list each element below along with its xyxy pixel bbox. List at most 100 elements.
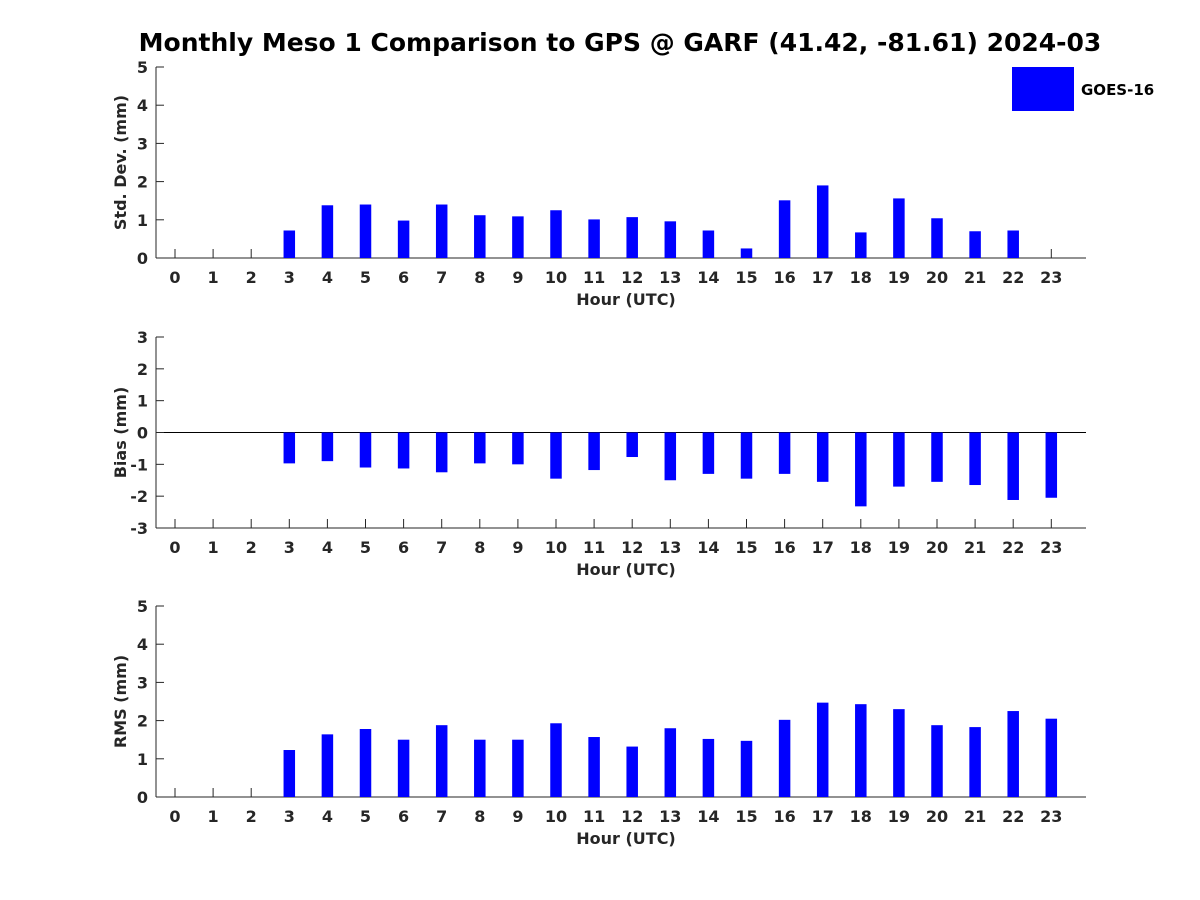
bar-hour-10	[550, 210, 562, 258]
x-tick-label: 5	[360, 807, 371, 826]
bar-hour-17	[816, 702, 829, 797]
x-tick-label: 7	[436, 538, 447, 557]
bar-hour-22	[1007, 711, 1019, 797]
bar-hour-17	[816, 432, 829, 482]
x-tick-label: 1	[208, 807, 219, 826]
x-tick-label: 16	[773, 807, 795, 826]
bar-hour-14	[702, 738, 715, 797]
y-axis-label: RMS (mm)	[111, 655, 130, 748]
y-axis-label: Std. Dev. (mm)	[111, 95, 130, 230]
x-tick-label: 17	[812, 268, 834, 287]
x-tick-label: 19	[888, 807, 910, 826]
bar-hour-12	[626, 746, 638, 797]
x-tick-label: 13	[659, 268, 681, 287]
x-tick-label: 9	[512, 538, 523, 557]
bar-hour-11	[588, 737, 600, 797]
legend-swatch	[1012, 67, 1074, 111]
x-tick-label: 5	[360, 268, 371, 287]
x-tick-label: 18	[850, 268, 872, 287]
bar-hour-14	[702, 230, 715, 258]
x-axis-label: Hour (UTC)	[576, 829, 676, 848]
x-tick-label: 20	[926, 538, 948, 557]
bar-hour-7	[435, 725, 448, 797]
y-tick-label: 5	[137, 597, 148, 616]
x-tick-label: 9	[512, 268, 523, 287]
bar-hour-9	[512, 216, 524, 258]
y-axis-label: Bias (mm)	[111, 387, 130, 479]
x-tick-label: 15	[735, 807, 757, 826]
x-tick-label: 15	[735, 268, 757, 287]
x-tick-label: 13	[659, 807, 681, 826]
x-tick-label: 21	[964, 807, 986, 826]
bar-hour-20	[931, 218, 943, 258]
bar-hour-5	[359, 729, 372, 797]
x-tick-label: 23	[1040, 807, 1062, 826]
x-tick-label: 11	[583, 538, 605, 557]
bar-hour-20	[931, 432, 943, 482]
x-tick-label: 16	[773, 268, 795, 287]
bar-hour-14	[702, 432, 715, 474]
y-tick-label: 2	[137, 712, 148, 731]
x-tick-label: 1	[208, 538, 219, 557]
x-tick-label: 1	[208, 268, 219, 287]
x-tick-label: 21	[964, 268, 986, 287]
y-tick-label: 3	[137, 134, 148, 153]
x-tick-label: 0	[169, 807, 180, 826]
x-tick-label: 3	[284, 807, 295, 826]
bar-hour-12	[626, 432, 638, 458]
x-tick-label: 22	[1002, 268, 1024, 287]
bar-hour-5	[359, 204, 372, 258]
bar-hour-12	[626, 217, 638, 258]
bar-hour-18	[855, 432, 867, 507]
y-tick-label: 2	[137, 173, 148, 192]
y-tick-label: 3	[137, 328, 148, 347]
x-tick-label: 2	[246, 268, 257, 287]
y-tick-label: -2	[130, 487, 148, 506]
bar-hour-3	[283, 750, 296, 797]
bar-hour-10	[550, 432, 562, 479]
bar-hour-15	[740, 248, 753, 258]
bar-hour-22	[1007, 230, 1019, 258]
x-tick-label: 12	[621, 538, 643, 557]
x-tick-label: 22	[1002, 807, 1024, 826]
x-tick-label: 3	[284, 268, 295, 287]
bar-hour-8	[474, 739, 486, 797]
bar-hour-4	[321, 734, 334, 797]
bar-hour-13	[664, 432, 677, 481]
x-tick-label: 0	[169, 538, 180, 557]
x-tick-label: 0	[169, 268, 180, 287]
y-tick-label: 5	[137, 58, 148, 77]
y-tick-label: 1	[137, 211, 148, 230]
y-tick-label: 4	[137, 635, 148, 654]
x-tick-label: 2	[246, 807, 257, 826]
bar-hour-22	[1007, 432, 1019, 500]
bar-hour-18	[855, 232, 867, 258]
x-tick-label: 4	[322, 268, 333, 287]
x-tick-label: 21	[964, 538, 986, 557]
bar-hour-23	[1045, 718, 1058, 797]
chart-title: Monthly Meso 1 Comparison to GPS @ GARF …	[138, 28, 1102, 57]
x-tick-label: 20	[926, 268, 948, 287]
x-tick-label: 4	[322, 807, 333, 826]
bar-hour-23	[1045, 432, 1058, 498]
x-tick-label: 9	[512, 807, 523, 826]
x-tick-label: 4	[322, 538, 333, 557]
y-tick-label: 1	[137, 750, 148, 769]
x-tick-label: 19	[888, 538, 910, 557]
x-axis-label: Hour (UTC)	[576, 290, 676, 309]
y-tick-label: -3	[130, 519, 148, 538]
bar-hour-16	[778, 719, 791, 797]
bar-hour-6	[397, 220, 410, 258]
x-tick-label: 14	[697, 538, 719, 557]
bar-hour-11	[588, 432, 600, 471]
y-tick-label: 2	[137, 360, 148, 379]
x-tick-label: 2	[246, 538, 257, 557]
y-tick-label: -1	[130, 455, 148, 474]
bar-hour-19	[893, 709, 905, 797]
y-tick-label: 1	[137, 392, 148, 411]
x-tick-label: 13	[659, 538, 681, 557]
x-tick-label: 7	[436, 268, 447, 287]
bar-hour-13	[664, 221, 677, 258]
x-tick-label: 17	[812, 807, 834, 826]
